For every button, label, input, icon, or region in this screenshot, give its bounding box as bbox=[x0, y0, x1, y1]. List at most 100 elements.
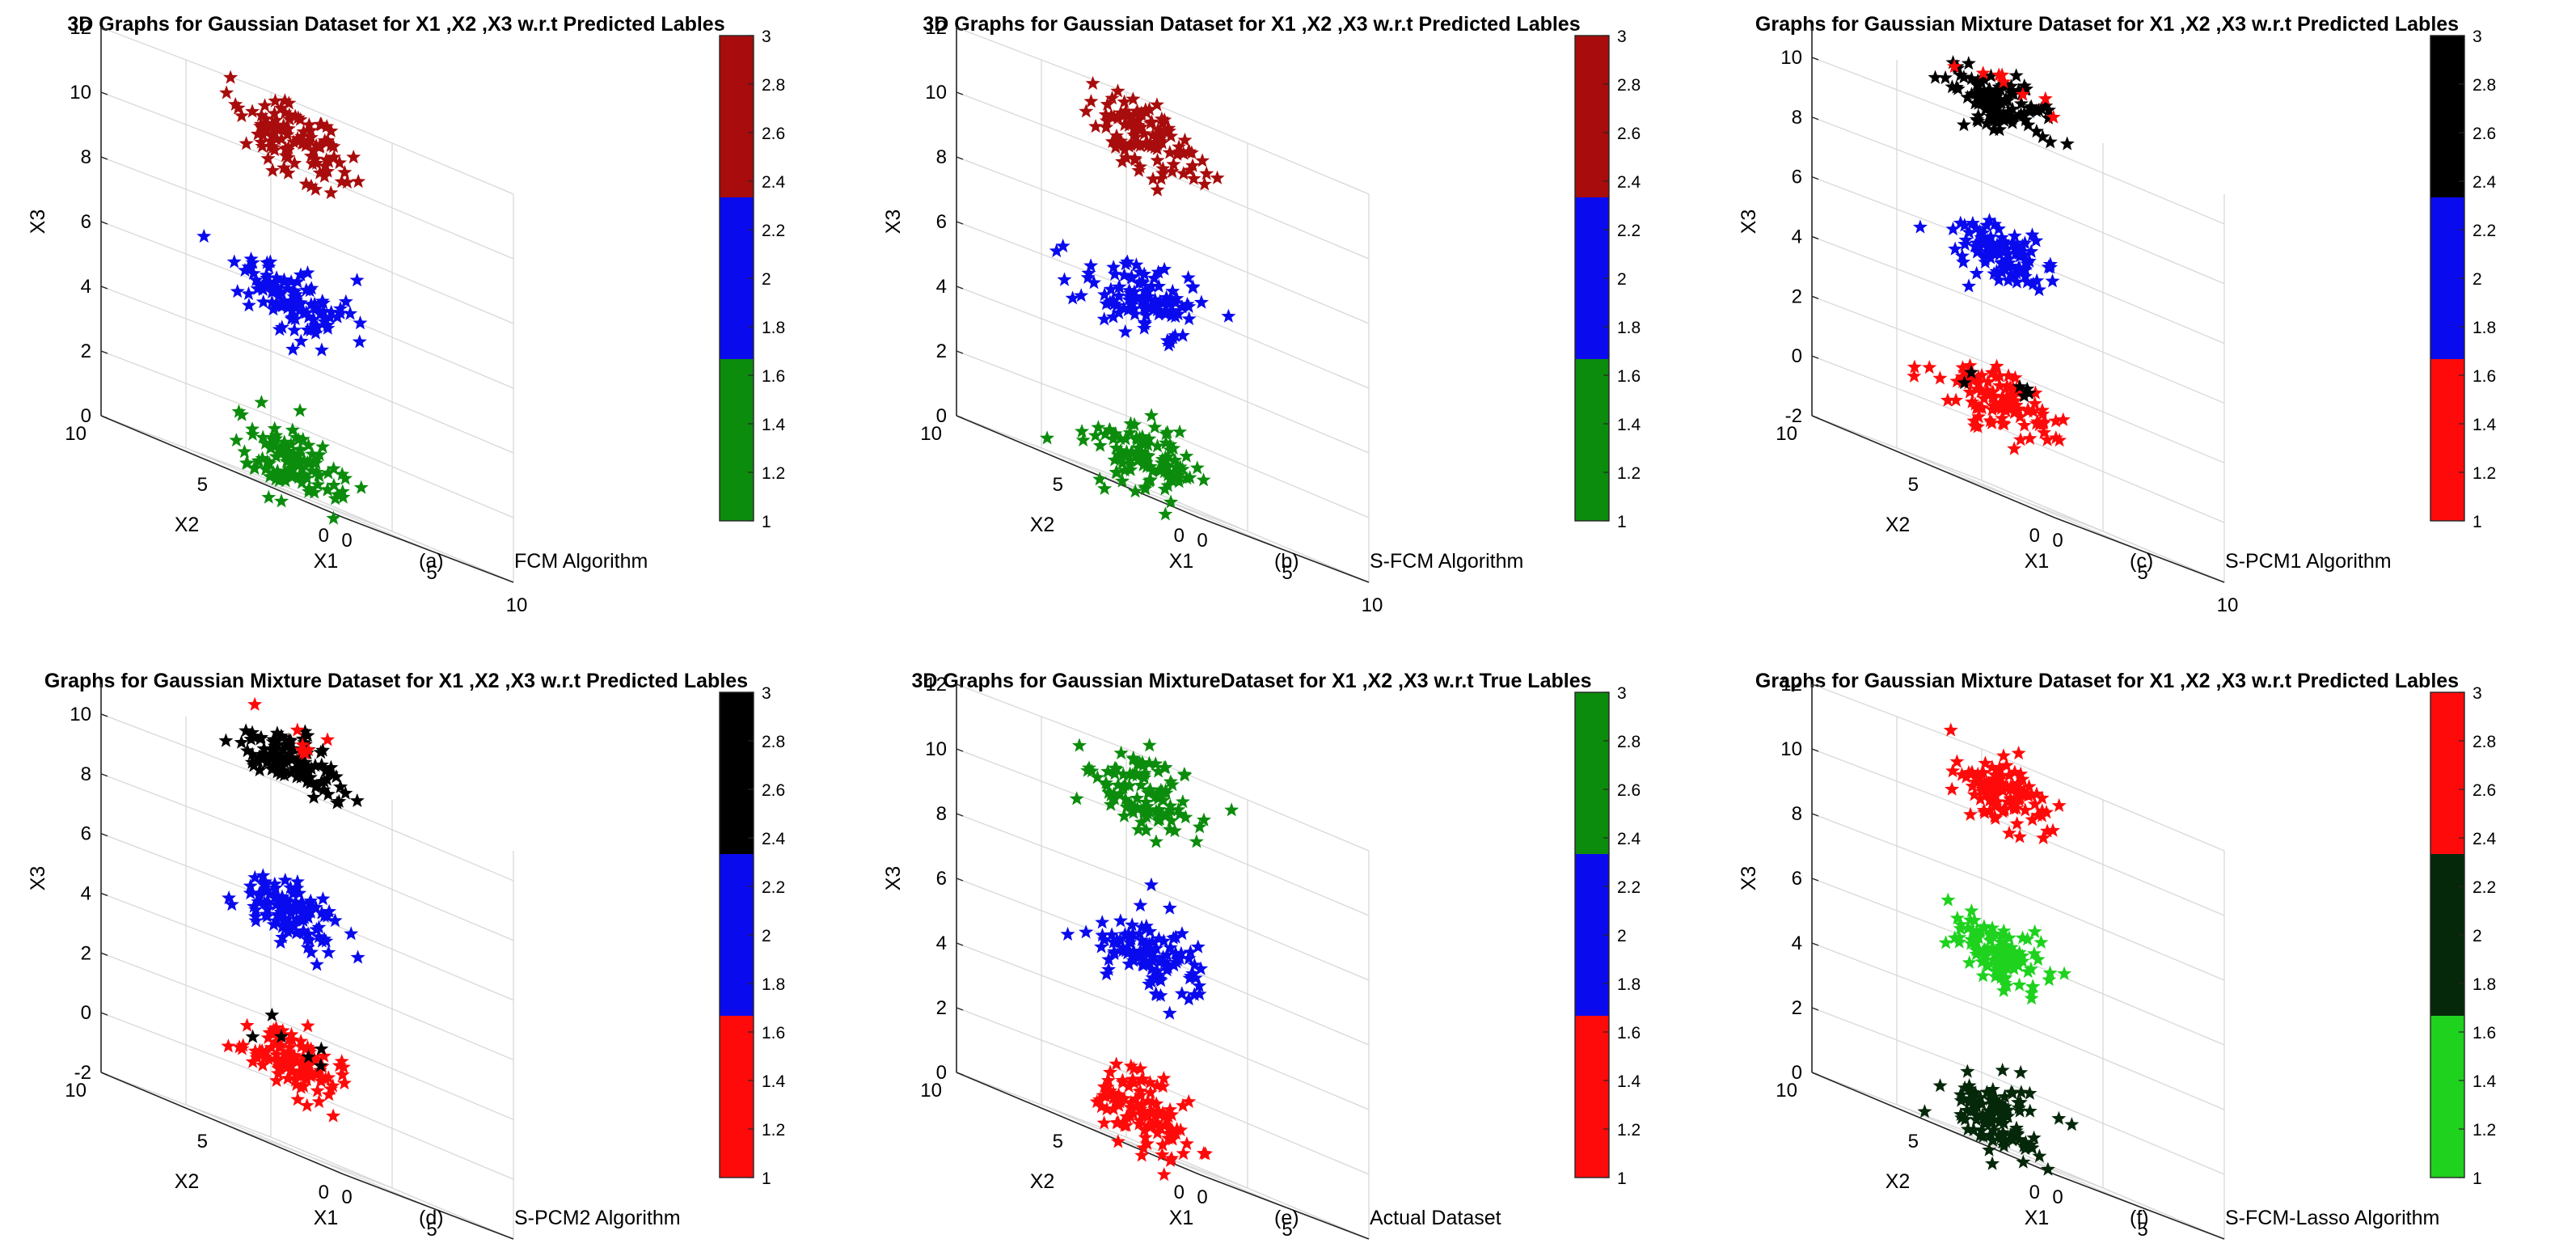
data-point-star bbox=[1117, 94, 1132, 108]
data-point-star bbox=[263, 138, 278, 153]
data-point-star bbox=[1957, 218, 1972, 232]
data-point-star bbox=[323, 185, 339, 200]
colorbar-tick-label: 2.2 bbox=[762, 222, 785, 240]
caption-letter: (d) bbox=[419, 1207, 444, 1229]
x1-tick-label: 0 bbox=[2052, 1186, 2063, 1208]
data-point-star bbox=[1179, 471, 1194, 485]
x3-tick-label: 2 bbox=[81, 340, 91, 362]
data-point-star bbox=[259, 755, 274, 769]
colorbar-tick-label: 2.8 bbox=[762, 733, 785, 751]
data-point-star bbox=[288, 1072, 303, 1087]
data-point-star bbox=[1111, 1097, 1126, 1112]
data-point-star bbox=[1196, 472, 1211, 487]
data-point-star bbox=[288, 108, 303, 123]
data-point-star bbox=[1986, 1123, 2001, 1137]
x3-tick-label: -2 bbox=[1785, 405, 1802, 427]
data-point-star bbox=[2005, 111, 2021, 125]
data-point-star bbox=[261, 489, 277, 504]
colorbar-segment bbox=[720, 359, 754, 521]
data-point-star bbox=[1968, 396, 1983, 411]
scatter-points bbox=[1907, 55, 2075, 455]
data-point-star bbox=[1999, 978, 2014, 992]
data-point-star bbox=[1974, 1096, 1990, 1110]
data-point-star bbox=[2029, 103, 2044, 117]
data-point-star bbox=[258, 111, 273, 125]
colorbar-tick-label: 3 bbox=[1617, 684, 1627, 703]
cluster-label-2 bbox=[1060, 877, 1209, 1020]
data-point-star bbox=[1969, 1096, 1984, 1111]
data-point-star bbox=[272, 1039, 288, 1054]
data-point-star bbox=[350, 949, 365, 964]
data-point-star bbox=[1117, 324, 1133, 339]
data-point-star bbox=[1912, 219, 1928, 234]
x3-tick bbox=[956, 350, 964, 354]
x1-axis-line bbox=[2054, 1174, 2225, 1240]
data-point-star bbox=[266, 465, 281, 480]
x3-tick-label: 10 bbox=[1780, 738, 1802, 760]
data-point-star bbox=[313, 1058, 328, 1072]
x3-tick-label: 2 bbox=[81, 942, 91, 964]
data-point-star bbox=[1135, 275, 1151, 290]
data-point-star bbox=[268, 751, 284, 766]
data-point-star bbox=[1174, 926, 1189, 941]
data-point-star bbox=[1138, 479, 1153, 493]
data-point-star bbox=[298, 282, 314, 297]
data-point-star bbox=[2052, 433, 2067, 447]
data-point-star bbox=[295, 737, 310, 751]
data-point-star bbox=[323, 310, 338, 324]
x2-tick-label: 5 bbox=[1908, 474, 1919, 496]
data-point-star bbox=[1149, 941, 1164, 955]
data-point-star bbox=[292, 302, 307, 317]
x1-axis-line bbox=[1198, 1174, 1370, 1240]
data-point-star bbox=[2025, 812, 2040, 827]
data-point-star bbox=[1168, 1126, 1184, 1140]
data-point-star bbox=[262, 455, 277, 471]
data-point-star bbox=[346, 150, 361, 164]
data-point-star bbox=[1985, 1081, 2000, 1096]
data-point-star bbox=[284, 274, 299, 289]
data-point-star bbox=[1163, 940, 1178, 954]
colorbar-segment bbox=[1575, 36, 1609, 197]
data-point-star bbox=[1100, 1072, 1116, 1087]
data-point-star bbox=[245, 426, 260, 441]
data-point-star bbox=[247, 696, 263, 711]
data-point-star bbox=[245, 104, 260, 118]
data-point-star bbox=[2024, 991, 2039, 1005]
data-point-star bbox=[1080, 269, 1096, 284]
data-point-star bbox=[1136, 1140, 1151, 1155]
data-point-star bbox=[1995, 1063, 2010, 1077]
data-point-star bbox=[1988, 962, 2004, 978]
data-point-star bbox=[1121, 117, 1137, 132]
data-point-star bbox=[300, 265, 315, 280]
data-point-star bbox=[1145, 463, 1160, 478]
data-point-star bbox=[292, 457, 307, 472]
data-point-star bbox=[2000, 108, 2015, 123]
data-point-star bbox=[322, 903, 337, 918]
data-point-star bbox=[1106, 1101, 1121, 1115]
colorbar-tick-label: 1 bbox=[2473, 513, 2482, 531]
data-point-star bbox=[231, 404, 247, 418]
data-point-star bbox=[1106, 260, 1121, 274]
data-point-star bbox=[1984, 402, 2000, 417]
data-point-star bbox=[1986, 1092, 2001, 1106]
data-point-star bbox=[1974, 234, 1989, 248]
data-point-star bbox=[1145, 934, 1160, 949]
data-point-star bbox=[295, 903, 310, 918]
data-point-star bbox=[1158, 450, 1173, 464]
data-point-star bbox=[1221, 308, 1236, 323]
data-point-star bbox=[316, 303, 331, 318]
colorbar-tick-label: 3 bbox=[762, 684, 771, 703]
data-point-star bbox=[2024, 787, 2039, 801]
chart-panel-1: 3D Graphs for Gaussian Dataset for X1 ,X… bbox=[27, 13, 786, 616]
data-point-star bbox=[1138, 918, 1154, 932]
data-point-star bbox=[311, 139, 327, 154]
x2-axis-line bbox=[100, 415, 344, 518]
data-point-star bbox=[1964, 903, 1979, 918]
data-point-star bbox=[1142, 738, 1157, 752]
data-point-star bbox=[1135, 958, 1151, 972]
data-point-star bbox=[1163, 308, 1179, 323]
data-point-star bbox=[336, 1076, 352, 1090]
data-point-star bbox=[2009, 1120, 2025, 1135]
colorbar-segment bbox=[2430, 1016, 2464, 1178]
